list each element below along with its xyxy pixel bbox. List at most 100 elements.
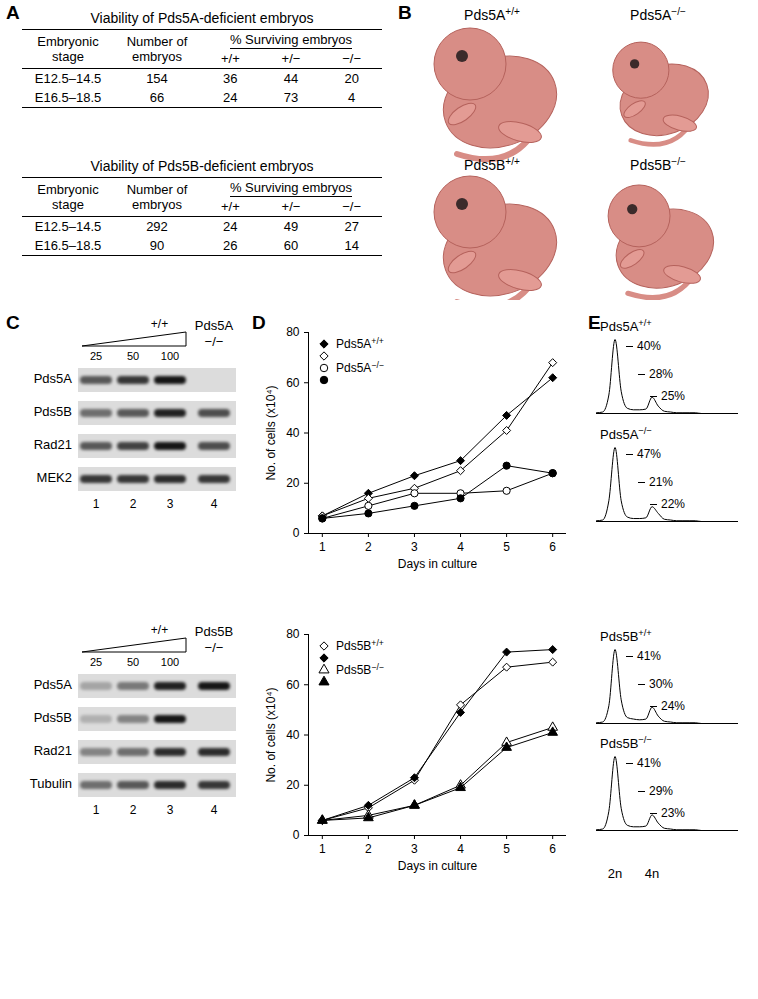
html-text:40%: 40% xyxy=(637,339,661,353)
svg-text:100: 100 xyxy=(161,656,179,668)
html-text:26: 26 xyxy=(223,238,238,253)
svg-text:2: 2 xyxy=(365,842,372,856)
svg-text:0: 0 xyxy=(293,828,300,842)
svg-text:Pds5A: Pds5A xyxy=(195,318,234,333)
svg-text:1: 1 xyxy=(93,803,100,817)
html-text:60: 60 xyxy=(283,238,299,253)
html-text:14: 14 xyxy=(344,238,359,253)
svg-text:20: 20 xyxy=(286,476,300,490)
html-text:Number of embryos: Number of embryos xyxy=(126,182,188,212)
svg-text:25: 25 xyxy=(90,656,102,668)
svg-text:Pds5B+/+: Pds5B+/+ xyxy=(336,638,384,653)
svg-text:No. of cells (x10⁴): No. of cells (x10⁴) xyxy=(264,385,278,480)
svg-text:+/+: +/+ xyxy=(151,317,168,331)
html-text:C: C xyxy=(6,312,20,333)
svg-text:1: 1 xyxy=(93,497,100,511)
svg-text:4: 4 xyxy=(211,803,218,817)
svg-text:4: 4 xyxy=(211,497,218,511)
html-text:66: 66 xyxy=(149,90,165,105)
svg-text:0: 0 xyxy=(293,526,300,540)
svg-text:Pds5B−/−: Pds5B−/− xyxy=(336,662,384,677)
html-text:Embryonic stage: Embryonic stage xyxy=(37,34,99,64)
svg-text:1: 1 xyxy=(319,540,326,554)
svg-text:MEK2: MEK2 xyxy=(37,470,72,485)
svg-text:Pds5A−/−: Pds5A−/− xyxy=(630,6,686,23)
html-text:73: 73 xyxy=(283,90,299,105)
svg-text:Pds5A: Pds5A xyxy=(34,677,73,692)
html-text:Pds5A−/−: Pds5A−/− xyxy=(600,425,652,442)
html-text:Viability of Pds5B-deficient e: Viability of Pds5B-deficient embryos xyxy=(90,158,314,174)
html-text:Pds5B−/−: Pds5B−/− xyxy=(600,734,652,751)
svg-text:100: 100 xyxy=(161,350,179,362)
svg-text:−/−: −/− xyxy=(205,334,224,349)
svg-text:Pds5B: Pds5B xyxy=(34,404,72,419)
svg-text:3: 3 xyxy=(167,497,174,511)
svg-text:80: 80 xyxy=(286,627,300,641)
svg-text:5: 5 xyxy=(503,540,510,554)
html-text:E12.5–14.5: E12.5–14.5 xyxy=(34,219,102,234)
html-text:E16.5–18.5: E16.5–18.5 xyxy=(34,90,102,105)
html-text:36: 36 xyxy=(223,71,238,86)
svg-text:3: 3 xyxy=(411,842,418,856)
svg-text:6: 6 xyxy=(549,540,556,554)
html-text:20: 20 xyxy=(344,71,359,86)
svg-text:4n: 4n xyxy=(645,866,659,881)
svg-text:40: 40 xyxy=(286,728,300,742)
svg-text:25: 25 xyxy=(90,350,102,362)
svg-text:Pds5A−/−: Pds5A−/− xyxy=(336,360,384,375)
svg-text:Pds5B: Pds5B xyxy=(34,710,72,725)
svg-text:4: 4 xyxy=(457,540,464,554)
html-text:B: B xyxy=(398,2,412,23)
svg-text:Pds5A+/+: Pds5A+/+ xyxy=(464,6,520,23)
html-text:% Surviving embryos: % Surviving embryos xyxy=(229,32,352,47)
svg-text:Pds5B−/−: Pds5B−/− xyxy=(630,156,686,173)
html-text:D: D xyxy=(252,312,266,333)
svg-text:Days in culture: Days in culture xyxy=(398,557,478,571)
html-text:% Surviving embryos: % Surviving embryos xyxy=(229,180,352,195)
html-text:24: 24 xyxy=(223,219,238,234)
svg-text:60: 60 xyxy=(286,678,300,692)
html-text:E12.5–14.5: E12.5–14.5 xyxy=(34,71,102,86)
svg-text:−/−: −/− xyxy=(205,640,224,655)
svg-text:No. of cells (x10⁴): No. of cells (x10⁴) xyxy=(264,687,278,782)
html-text:Viability of Pds5A-deficient e: Viability of Pds5A-deficient embryos xyxy=(90,10,314,26)
svg-text:Rad21: Rad21 xyxy=(34,743,72,758)
html-text:A: A xyxy=(6,2,20,23)
svg-text:Pds5A: Pds5A xyxy=(34,371,73,386)
html-text:Embryonic stage: Embryonic stage xyxy=(37,182,99,212)
svg-text:Pds5B: Pds5B xyxy=(195,624,233,639)
svg-text:Pds5B+/+: Pds5B+/+ xyxy=(464,156,520,173)
svg-text:2n: 2n xyxy=(608,866,622,881)
svg-text:2: 2 xyxy=(365,540,372,554)
html-text:Pds5A+/+: Pds5A+/+ xyxy=(600,317,652,334)
html-text:292: 292 xyxy=(146,219,168,234)
svg-text:6: 6 xyxy=(549,842,556,856)
svg-text:Days in culture: Days in culture xyxy=(398,859,478,873)
svg-text:2: 2 xyxy=(130,497,137,511)
svg-text:3: 3 xyxy=(411,540,418,554)
svg-text:50: 50 xyxy=(127,350,139,362)
html-text:27: 27 xyxy=(344,219,359,234)
svg-text:2: 2 xyxy=(130,803,137,817)
svg-text:+/+: +/+ xyxy=(151,623,168,637)
svg-text:4: 4 xyxy=(457,842,464,856)
svg-text:Pds5A+/+: Pds5A+/+ xyxy=(336,336,384,351)
html-text:154: 154 xyxy=(146,71,168,86)
svg-text:60: 60 xyxy=(286,376,300,390)
html-text:90: 90 xyxy=(149,238,165,253)
svg-text:Rad21: Rad21 xyxy=(34,437,72,452)
svg-text:3: 3 xyxy=(167,803,174,817)
svg-text:50: 50 xyxy=(127,656,139,668)
html-text:24: 24 xyxy=(223,90,238,105)
html-text:49: 49 xyxy=(283,219,299,234)
html-text:Pds5B+/+: Pds5B+/+ xyxy=(600,627,652,644)
svg-text:80: 80 xyxy=(286,325,300,339)
svg-text:Tubulin: Tubulin xyxy=(30,776,72,791)
svg-text:1: 1 xyxy=(319,842,326,856)
html-text:E16.5–18.5: E16.5–18.5 xyxy=(34,238,102,253)
html-text:Number of embryos: Number of embryos xyxy=(126,34,188,64)
svg-text:20: 20 xyxy=(286,778,300,792)
svg-text:40: 40 xyxy=(286,426,300,440)
html-text:44: 44 xyxy=(283,71,299,86)
svg-text:5: 5 xyxy=(503,842,510,856)
